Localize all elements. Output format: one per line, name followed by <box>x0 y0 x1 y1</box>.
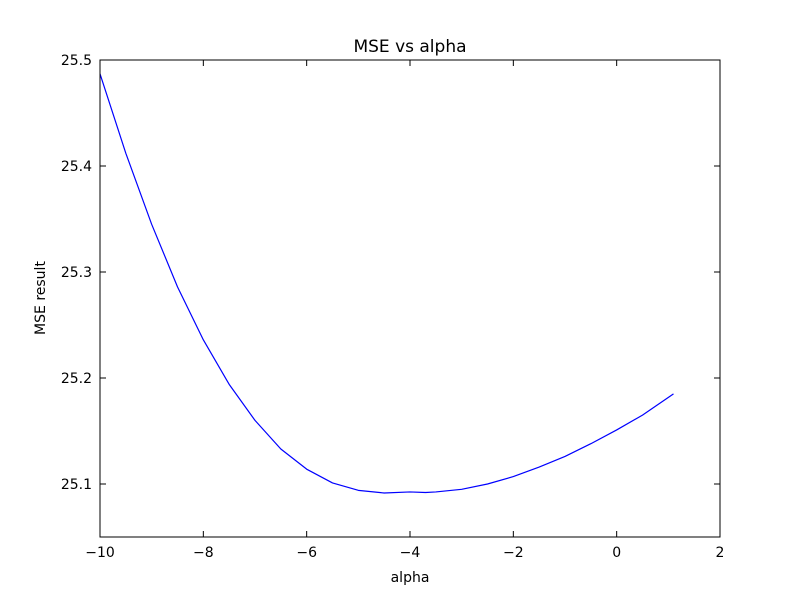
y-tick-label: 25.5 <box>61 53 92 69</box>
y-tick-label: 25.1 <box>61 477 92 493</box>
x-tick-label: −2 <box>503 545 524 561</box>
plot-frame <box>99 59 721 538</box>
chart-title: MSE vs alpha <box>353 37 466 57</box>
x-tick-label: −10 <box>85 545 115 561</box>
x-tick-label: 2 <box>716 545 725 561</box>
series-line-0 <box>99 73 674 494</box>
y-axis-label: MSE result <box>33 261 49 335</box>
x-tick-label: 0 <box>612 545 621 561</box>
x-tick-label: −8 <box>193 545 214 561</box>
y-tick-label: 25.4 <box>61 159 92 175</box>
y-tick-label: 25.2 <box>61 371 92 387</box>
x-tick-label: −6 <box>296 545 317 561</box>
y-tick-label: 25.3 <box>61 265 92 281</box>
x-axis-label: alpha <box>391 570 430 586</box>
x-tick-label: −4 <box>400 545 421 561</box>
